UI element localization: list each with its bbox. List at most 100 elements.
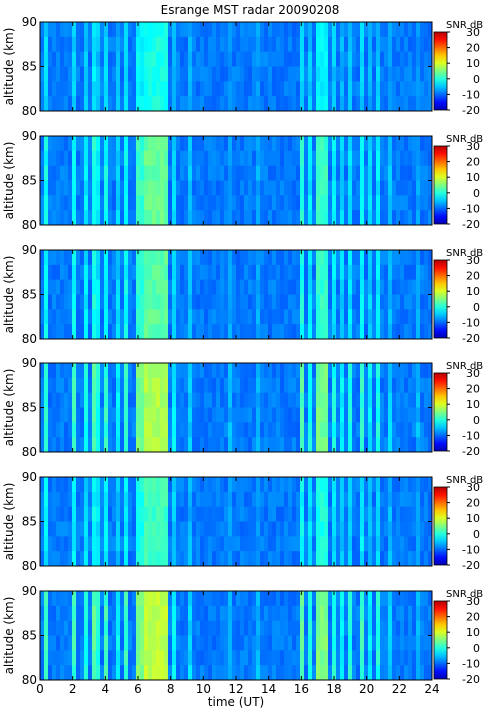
heatmap-cell xyxy=(288,195,293,211)
heatmap-cell xyxy=(364,477,369,493)
heatmap-cell xyxy=(84,195,89,211)
heatmap-cell xyxy=(108,377,113,394)
colorbar-tick-label: 0 xyxy=(473,642,480,655)
heatmap-cell xyxy=(220,422,225,438)
heatmap-cell xyxy=(104,324,109,340)
heatmap-cell xyxy=(428,81,433,97)
heatmap-cell xyxy=(292,665,297,681)
heatmap-cell xyxy=(392,250,397,266)
heatmap-cell xyxy=(156,477,161,493)
heatmap-cell xyxy=(68,477,73,493)
heatmap-cell xyxy=(100,66,105,82)
heatmap-cell xyxy=(88,477,93,493)
heatmap-cell xyxy=(392,422,397,438)
heatmap-cell xyxy=(148,264,153,281)
heatmap-cell xyxy=(268,81,273,97)
heatmap-cell xyxy=(164,477,169,493)
heatmap-cell xyxy=(280,81,285,97)
heatmap-cell xyxy=(340,150,345,167)
heatmap-cell xyxy=(196,210,201,226)
heatmap-cell xyxy=(204,591,209,607)
heatmap-cell xyxy=(224,51,229,67)
heatmap-cell xyxy=(372,650,377,666)
heatmap-cell xyxy=(272,180,277,196)
heatmap-cell xyxy=(404,665,409,681)
heatmap-cell xyxy=(104,635,109,651)
heatmap-cell xyxy=(192,180,197,196)
heatmap-cell xyxy=(324,650,329,666)
heatmap-cell xyxy=(88,309,93,325)
heatmap-cell xyxy=(204,180,209,196)
heatmap-cell xyxy=(60,195,65,211)
heatmap-cell xyxy=(412,392,417,408)
heatmap-cell xyxy=(252,150,257,167)
heatmap-cell xyxy=(300,665,305,681)
heatmap-cell xyxy=(240,363,245,379)
heatmap-cell xyxy=(404,264,409,281)
heatmap-cell xyxy=(336,136,341,152)
heatmap-cell xyxy=(344,309,349,325)
heatmap-cell xyxy=(196,136,201,152)
heatmap-cell xyxy=(348,150,353,167)
heatmap-cell xyxy=(260,620,265,636)
heatmap-cell xyxy=(376,210,381,226)
heatmap-cell xyxy=(404,81,409,97)
heatmap-cell xyxy=(88,165,93,181)
heatmap-cell xyxy=(244,650,249,666)
heatmap-cell xyxy=(176,477,181,493)
heatmap-cell xyxy=(216,66,221,82)
heatmap-cell xyxy=(252,506,257,522)
heatmap-cell xyxy=(124,437,129,453)
heatmap-cell xyxy=(324,665,329,681)
heatmap-cell xyxy=(308,195,313,211)
heatmap-cell xyxy=(80,377,85,394)
heatmap-cell xyxy=(100,665,105,681)
heatmap-cell xyxy=(244,96,249,112)
heatmap-cell xyxy=(128,165,133,181)
heatmap-cell xyxy=(300,521,305,537)
heatmap-cell xyxy=(228,250,233,266)
heatmap-cell xyxy=(180,491,185,508)
heatmap-cell xyxy=(68,422,73,438)
heatmap-cell xyxy=(304,22,309,38)
heatmap-cell xyxy=(336,477,341,493)
heatmap-cell xyxy=(372,66,377,82)
heatmap-cell xyxy=(348,665,353,681)
heatmap-cell xyxy=(164,264,169,281)
heatmap-cell xyxy=(112,210,117,226)
heatmap-cell xyxy=(196,81,201,97)
heatmap-cell xyxy=(128,407,133,423)
heatmap-cell xyxy=(144,605,149,622)
heatmap-cell xyxy=(212,635,217,651)
heatmap-cell xyxy=(256,536,261,552)
heatmap-cell xyxy=(252,605,257,622)
heatmap-cell xyxy=(244,195,249,211)
heatmap-cell xyxy=(316,250,321,266)
heatmap-cell xyxy=(184,51,189,67)
heatmap-cell xyxy=(88,521,93,537)
heatmap-cell xyxy=(100,506,105,522)
heatmap-cell xyxy=(144,437,149,453)
heatmap-cell xyxy=(144,210,149,226)
heatmap-cell xyxy=(212,66,217,82)
heatmap-cell xyxy=(316,650,321,666)
heatmap-cell xyxy=(40,294,45,310)
heatmap-cell xyxy=(96,180,101,196)
heatmap-cell xyxy=(136,195,141,211)
heatmap-cell xyxy=(364,392,369,408)
heatmap-cell xyxy=(388,165,393,181)
heatmap-cell xyxy=(184,324,189,340)
heatmap-cell xyxy=(356,506,361,522)
heatmap-cell xyxy=(216,264,221,281)
heatmap-cell xyxy=(220,605,225,622)
heatmap-cell xyxy=(40,551,45,567)
heatmap-cell xyxy=(56,506,61,522)
heatmap-cell xyxy=(208,605,213,622)
heatmap-cell xyxy=(408,437,413,453)
heatmap-cell xyxy=(244,377,249,394)
heatmap-cell xyxy=(104,377,109,394)
heatmap-cell xyxy=(328,136,333,152)
heatmap-cell xyxy=(360,665,365,681)
heatmap-cell xyxy=(120,150,125,167)
heatmap-cell xyxy=(184,437,189,453)
